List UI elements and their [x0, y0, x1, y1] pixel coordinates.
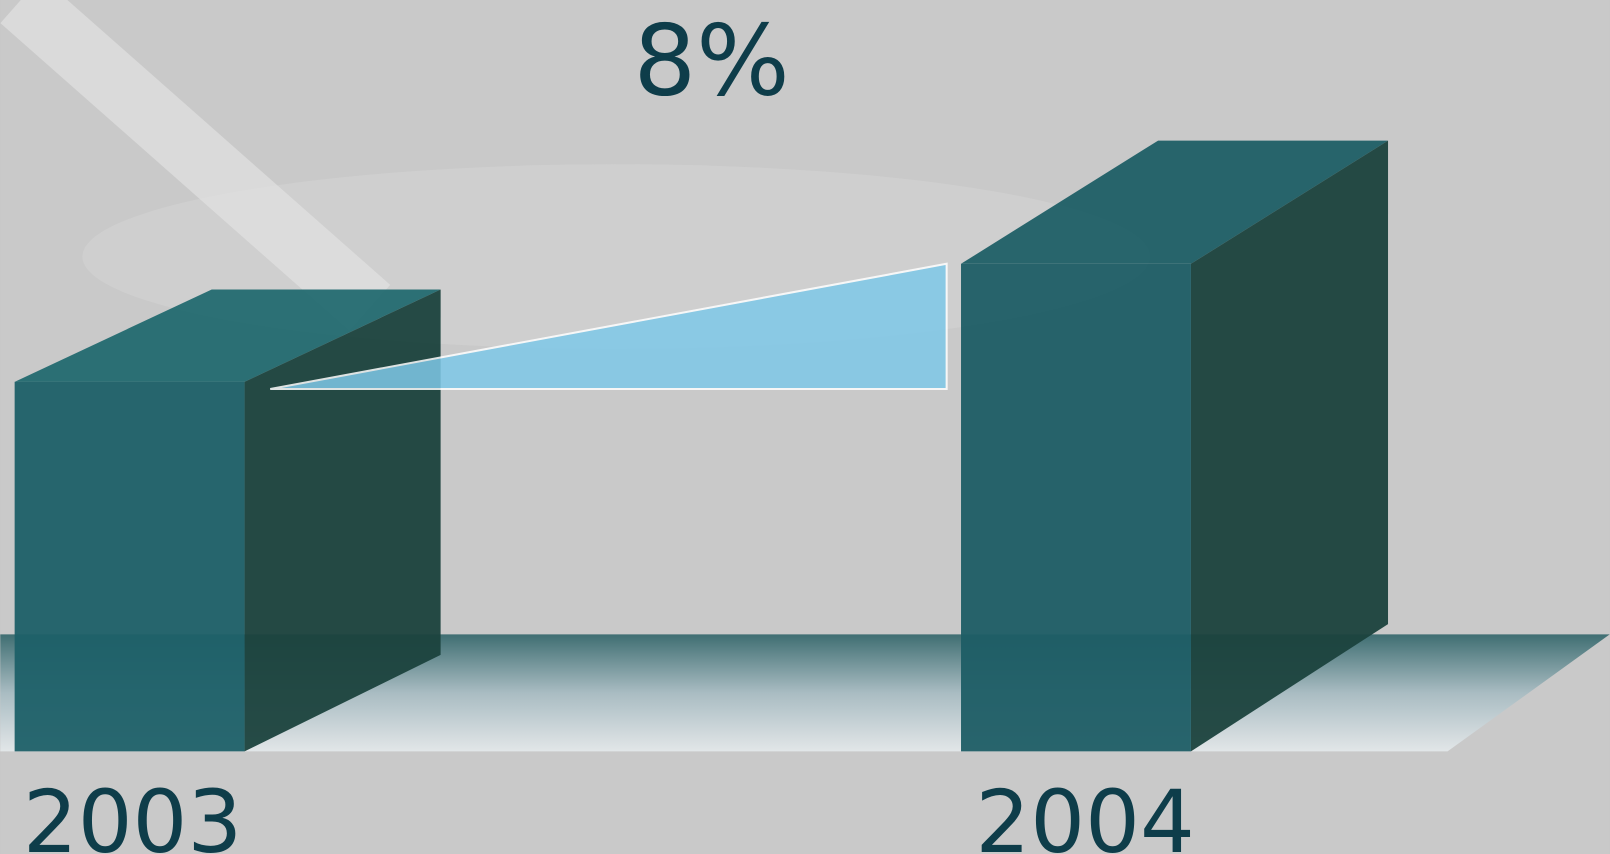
- bar-side: [1190, 140, 1389, 752]
- category-label: 2004: [975, 773, 1194, 854]
- bar-2004: [961, 140, 1389, 752]
- category-label: 2003: [23, 773, 242, 854]
- bar-2003: [14, 289, 441, 752]
- background-shape: [0, 0, 391, 332]
- bar-top: [961, 140, 1389, 264]
- growth-label: 8%: [633, 4, 789, 118]
- growth-wedge: [270, 262, 948, 391]
- bar-front: [961, 263, 1191, 752]
- bar-side: [244, 289, 441, 752]
- bar-top: [14, 289, 441, 382]
- bar-front: [14, 381, 245, 752]
